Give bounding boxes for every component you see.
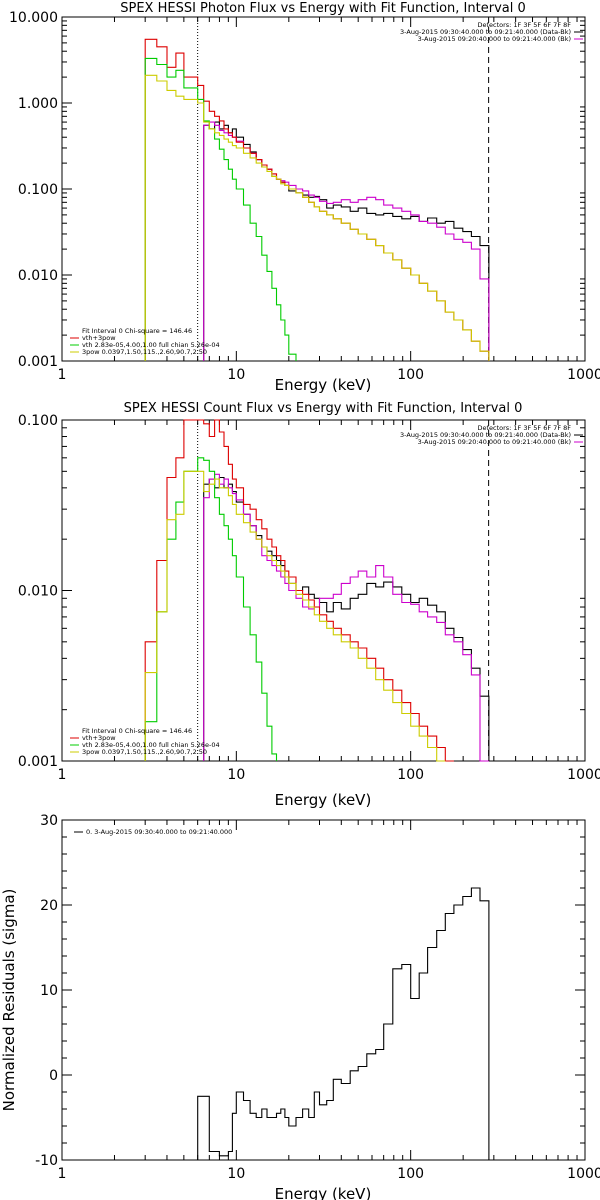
x-tick-label: 1 (58, 367, 67, 383)
series-bk (203, 473, 489, 762)
x-tick-label: 1000 (567, 367, 600, 383)
x-tick-label: 1000 (567, 1166, 600, 1182)
series-vth (144, 457, 278, 761)
photon-flux-x-axis-title: Energy (keV) (275, 376, 372, 394)
legend-entry-text: Fit Interval 0 Chi-square = 146.46 (82, 327, 192, 335)
legend-entry-text: 3pow 0.0397,1.50,115.,2.60,90.7,2.50 (82, 748, 207, 756)
legend-entry-text: Fit Interval 0 Chi-square = 146.46 (82, 727, 192, 735)
photon-flux-panel: SPEX HESSI Photon Flux vs Energy with Fi… (9, 1, 600, 394)
y-tick-label: 0.001 (18, 354, 58, 370)
count-flux-panel: SPEX HESSI Count Flux vs Energy with Fit… (18, 401, 600, 809)
x-tick-label: 10 (227, 1166, 245, 1182)
x-tick-label: 1 (58, 767, 67, 783)
y-tick-label: 1.000 (18, 96, 58, 112)
x-tick-label: 100 (397, 367, 424, 383)
y-tick-label: 30 (40, 813, 58, 829)
legend-entry-text: 3-Aug-2015 09:30:40.000 to 09:21:40.000 … (400, 28, 571, 36)
y-tick-label: 10 (40, 983, 58, 999)
plot-frame (61, 16, 586, 362)
x-tick-label: 100 (397, 1166, 424, 1182)
legend-entry-text: 0. 3-Aug-2015 09:30:40.000 to 09:21:40.0… (86, 828, 232, 836)
legend-entry-text: 3-Aug-2015 09:30:40.000 to 09:21:40.000 … (400, 431, 571, 439)
plot-frame (61, 819, 586, 1161)
y-tick-label: 0.010 (18, 584, 58, 600)
y-tick-label: 0.100 (18, 413, 58, 429)
series-bk (203, 121, 490, 361)
legend-entry-text: Detectors: 1F 3F 5F 6F 7F 8F (477, 21, 571, 29)
series-data-bk (203, 476, 490, 761)
legend-entry-text: 3-Aug-2015 09:20:40.000 to 09:21:40.000 … (418, 438, 571, 446)
legend-entry-text: vth 2.83e-05,4.00,1.00 full chian 5.26e-… (82, 741, 220, 749)
series-3pow (144, 470, 446, 762)
series-vth-3pow (144, 419, 454, 762)
photon-flux-plot-area: 1 10 100 1000 0.001 0.010 0.100 1.000 10.000 Dete… (9, 10, 600, 383)
series-3pow (144, 74, 490, 361)
legend-entry-text: 3-Aug-2015 09:20:40.000 to 09:21:40.000 … (418, 35, 571, 43)
legend-entry-text: vth 2.83e-05,4.00,1.00 full chian 5.26e-… (82, 341, 220, 349)
legend-entry-text: Detectors: 1F 3F 5F 6F 7F 8F (477, 424, 571, 432)
x-tick-label: 1 (58, 1166, 67, 1182)
y-tick-label: 0.100 (18, 182, 58, 198)
plot-frame (61, 419, 586, 762)
y-tick-label: 0 (49, 1068, 58, 1084)
y-tick-label: 0.010 (18, 268, 58, 284)
count-flux-x-axis-title: Energy (keV) (275, 791, 372, 809)
x-tick-label: 10 (227, 767, 245, 783)
x-tick-label: 10 (227, 367, 245, 383)
legend-entry-text: vth+3pow (82, 334, 116, 342)
residuals-panel: 1 10 100 1000 -10 0 10 20 30 0. 3-Aug-2015 09:30:… (0, 813, 600, 1200)
y-tick-label: 0.001 (18, 754, 58, 770)
series-vth (144, 57, 297, 361)
y-tick-label: 10.000 (9, 10, 58, 26)
count-flux-title: SPEX HESSI Count Flux vs Energy with Fit… (124, 401, 523, 416)
residuals-y-axis-title: Normalized Residuals (sigma) (0, 889, 18, 1112)
legend-entry-text: 3pow 0.0397,1.50,115.,2.60,90.7,2.50 (82, 348, 207, 356)
series-data-bk (203, 121, 490, 361)
legend-entry-text: vth+3pow (82, 734, 116, 742)
x-tick-label: 100 (397, 767, 424, 783)
y-tick-label: 20 (40, 898, 58, 914)
residuals-plot-area: 1 10 100 1000 -10 0 10 20 30 0. 3-Aug-2015 09:30:… (35, 813, 600, 1182)
residuals-x-axis-title: Energy (keV) (275, 1185, 372, 1200)
count-flux-plot-area: 1 10 100 1000 0.001 0.010 0.100 Detectors: 1F 3… (18, 413, 600, 783)
series-residuals (197, 887, 490, 1160)
x-tick-label: 1000 (567, 767, 600, 783)
photon-flux-title: SPEX HESSI Photon Flux vs Energy with Fi… (120, 1, 526, 16)
y-tick-label: -10 (35, 1153, 58, 1169)
